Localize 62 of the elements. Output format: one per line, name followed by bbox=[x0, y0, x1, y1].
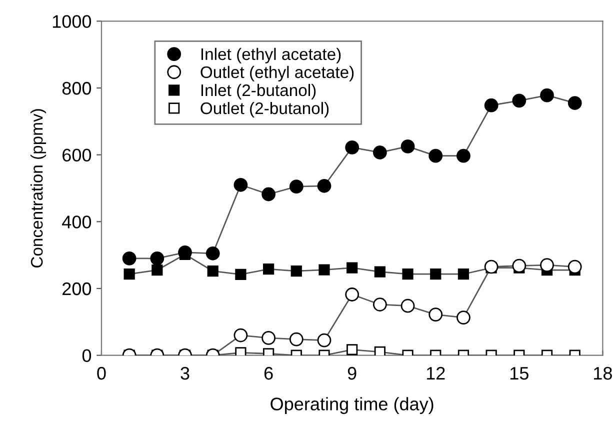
point bbox=[540, 258, 554, 272]
point bbox=[345, 288, 360, 302]
point bbox=[428, 308, 443, 322]
x-tick-label: 15 bbox=[510, 367, 528, 380]
point bbox=[262, 187, 276, 202]
point bbox=[262, 331, 276, 345]
point bbox=[456, 148, 470, 163]
point bbox=[289, 180, 304, 194]
y-tick-label: 800 bbox=[62, 82, 92, 95]
point bbox=[400, 298, 415, 313]
x-axis-title: Operating time (day) bbox=[270, 397, 434, 414]
point bbox=[262, 264, 274, 275]
point bbox=[428, 148, 443, 163]
point bbox=[372, 146, 387, 160]
point bbox=[512, 258, 526, 273]
y-axis-title: Concentration (ppmv) bbox=[30, 109, 46, 268]
y-tick-label: 600 bbox=[62, 148, 92, 162]
point bbox=[289, 332, 304, 346]
point bbox=[568, 260, 582, 274]
point bbox=[124, 268, 135, 280]
point bbox=[402, 268, 414, 280]
point bbox=[430, 268, 442, 280]
point bbox=[400, 140, 415, 154]
y-tick-label: 0 bbox=[82, 349, 92, 362]
point bbox=[207, 266, 218, 277]
point bbox=[456, 310, 470, 325]
point bbox=[235, 268, 246, 280]
point bbox=[346, 344, 358, 356]
point bbox=[568, 96, 582, 110]
x-tick-label: 0 bbox=[97, 366, 106, 380]
point bbox=[150, 251, 164, 266]
point bbox=[484, 260, 498, 274]
point bbox=[290, 266, 302, 277]
point bbox=[234, 178, 248, 192]
point bbox=[122, 251, 136, 266]
point bbox=[458, 268, 470, 280]
point bbox=[372, 298, 387, 312]
point bbox=[345, 140, 360, 154]
x-tick-label: 9 bbox=[348, 366, 356, 380]
point bbox=[318, 264, 330, 276]
y-tick-label: 1000 bbox=[52, 15, 92, 28]
legend-label: Outlet (ethyl acetate) bbox=[200, 66, 354, 82]
point bbox=[540, 88, 554, 102]
point bbox=[317, 178, 332, 193]
legend-label: Inlet (ethyl acetate) bbox=[201, 48, 341, 64]
point bbox=[512, 94, 526, 108]
point bbox=[374, 266, 386, 278]
x-tick-label: 3 bbox=[180, 366, 190, 380]
y-tick-label: 200 bbox=[62, 282, 92, 296]
legend-label: Outlet (2-butanol) bbox=[200, 102, 329, 118]
point bbox=[317, 333, 332, 348]
y-tick-label: 400 bbox=[62, 216, 92, 228]
x-tick-label: 12 bbox=[426, 366, 445, 380]
point bbox=[484, 98, 498, 112]
point bbox=[152, 264, 163, 276]
legend-label: Inlet (2-butanol) bbox=[201, 84, 316, 100]
x-tick-label: 6 bbox=[264, 366, 273, 380]
point bbox=[374, 346, 386, 356]
point bbox=[346, 262, 358, 274]
point bbox=[206, 246, 220, 260]
x-tick-label: 18 bbox=[594, 366, 612, 380]
point bbox=[234, 328, 248, 342]
